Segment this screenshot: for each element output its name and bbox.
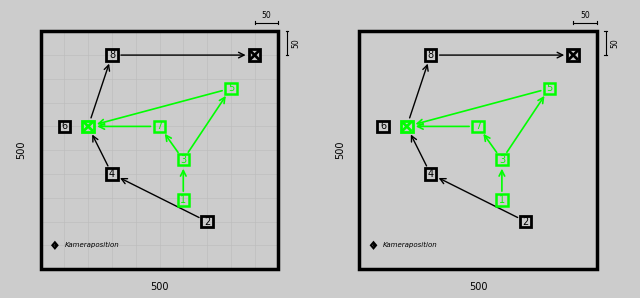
Text: Kameraposition: Kameraposition [383, 242, 438, 248]
Text: 6: 6 [380, 121, 386, 131]
Bar [377, 121, 388, 132]
Bar [202, 216, 213, 227]
Text: 5: 5 [228, 83, 234, 93]
Bar [106, 168, 118, 180]
Bar [425, 168, 436, 180]
Text: 3: 3 [180, 155, 186, 165]
Text: 1: 1 [499, 195, 505, 205]
Text: 2: 2 [522, 217, 529, 226]
Text: 8: 8 [109, 50, 115, 60]
Text: 7: 7 [475, 121, 481, 131]
Bar [568, 49, 579, 61]
Bar [496, 194, 508, 206]
Text: 1: 1 [180, 195, 186, 205]
Text: 500: 500 [469, 282, 488, 292]
Text: 500: 500 [335, 141, 345, 159]
Bar [83, 121, 94, 132]
Bar [472, 121, 484, 132]
Text: 7: 7 [156, 121, 163, 131]
Bar [359, 31, 597, 269]
Bar [544, 83, 555, 94]
Text: 50: 50 [262, 11, 271, 20]
Bar [496, 154, 508, 165]
Text: Kameraposition: Kameraposition [65, 242, 119, 248]
Bar [425, 49, 436, 61]
Bar [40, 31, 278, 269]
Bar [249, 49, 260, 61]
Bar [177, 154, 189, 165]
Text: 4: 4 [428, 169, 434, 179]
Bar [59, 121, 70, 132]
Bar [177, 194, 189, 206]
Text: 6: 6 [61, 121, 67, 131]
Bar [520, 216, 531, 227]
Bar [106, 49, 118, 61]
Text: 50: 50 [611, 38, 620, 48]
Text: 50: 50 [292, 38, 301, 48]
Bar [154, 121, 165, 132]
Text: 3: 3 [499, 155, 505, 165]
Text: 4: 4 [109, 169, 115, 179]
Text: 5: 5 [547, 83, 552, 93]
Text: 2: 2 [204, 217, 210, 226]
Text: 500: 500 [17, 141, 27, 159]
Bar [401, 121, 413, 132]
Bar [225, 83, 237, 94]
Text: 500: 500 [150, 282, 169, 292]
Text: 50: 50 [580, 11, 590, 20]
Text: 8: 8 [428, 50, 434, 60]
